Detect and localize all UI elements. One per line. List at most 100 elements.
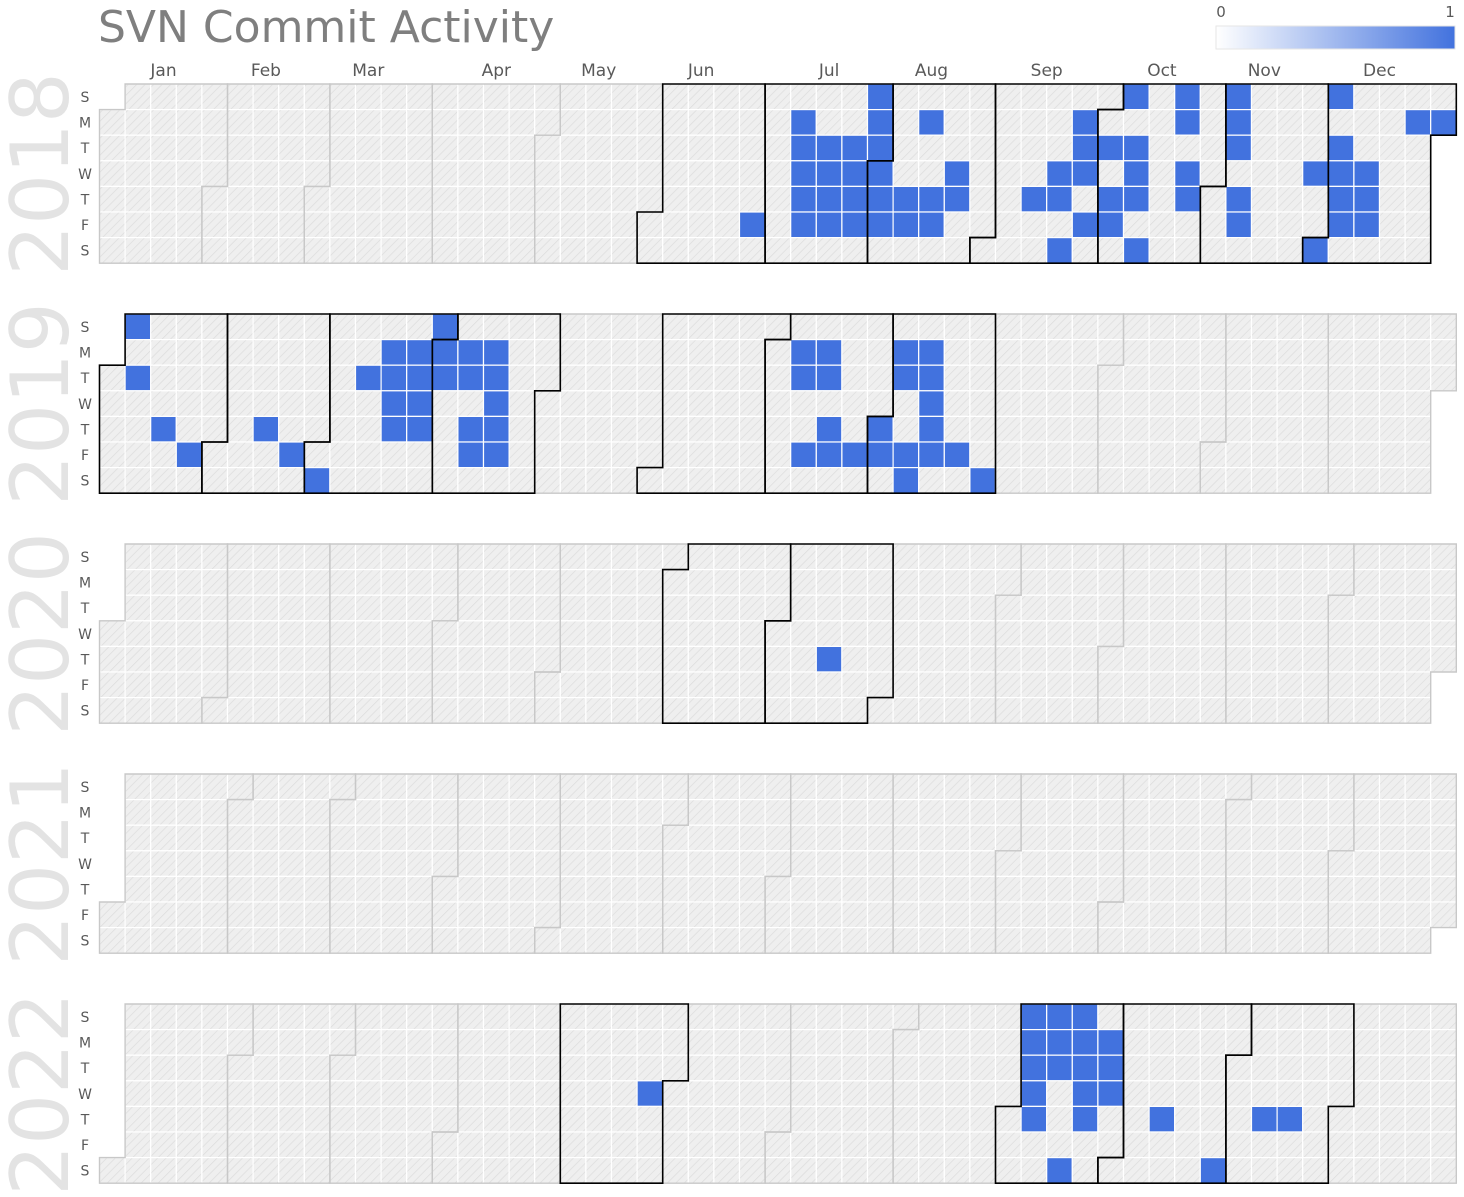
day-cell bbox=[1225, 671, 1253, 699]
day-cell bbox=[969, 1054, 997, 1082]
year-label: 2022 bbox=[0, 992, 87, 1196]
day-cell bbox=[431, 441, 459, 469]
day-cell bbox=[201, 543, 229, 571]
day-cell-active bbox=[175, 441, 203, 469]
day-cell bbox=[406, 1131, 433, 1159]
day-cell bbox=[1404, 645, 1432, 673]
day-cell bbox=[790, 901, 817, 929]
day-cell bbox=[764, 645, 792, 673]
day-cell-active bbox=[1071, 1003, 1099, 1031]
day-cell bbox=[303, 441, 331, 469]
day-cell bbox=[918, 1003, 945, 1031]
day-cell bbox=[1327, 237, 1355, 264]
day-cell bbox=[175, 594, 203, 622]
day-cell-active bbox=[918, 108, 945, 136]
day-cell bbox=[866, 1054, 894, 1082]
day-cell bbox=[918, 850, 945, 877]
day-cell bbox=[150, 671, 177, 699]
day-cell bbox=[1097, 620, 1125, 647]
day-cell bbox=[201, 390, 229, 417]
day-cell bbox=[892, 1028, 920, 1056]
day-cell bbox=[559, 237, 587, 264]
day-cell bbox=[1097, 1003, 1125, 1031]
day-cell bbox=[1225, 850, 1253, 877]
day-cell bbox=[482, 160, 510, 188]
day-cell bbox=[866, 620, 894, 647]
day-cell-active bbox=[1174, 108, 1201, 136]
day-cell bbox=[482, 901, 510, 929]
day-cell bbox=[918, 1054, 945, 1082]
day-cell bbox=[1148, 237, 1176, 264]
day-cell bbox=[150, 467, 177, 494]
day-cell bbox=[1174, 875, 1201, 903]
day-cell bbox=[482, 1105, 510, 1133]
day-cell bbox=[892, 390, 920, 417]
month-outline bbox=[764, 543, 894, 724]
day-cell bbox=[508, 1028, 536, 1056]
day-cell bbox=[559, 671, 587, 699]
day-cell bbox=[1020, 824, 1048, 852]
day-cell bbox=[534, 696, 561, 724]
day-cell bbox=[150, 1105, 177, 1133]
day-cell bbox=[252, 773, 280, 801]
day-cell-active bbox=[1046, 1028, 1073, 1056]
day-cell bbox=[764, 160, 792, 188]
day-cell bbox=[252, 1105, 280, 1133]
day-cell bbox=[1199, 1054, 1227, 1082]
day-cell-active bbox=[1020, 1054, 1048, 1082]
day-cell bbox=[482, 850, 510, 877]
day-cell bbox=[1020, 1156, 1048, 1184]
day-cell bbox=[201, 850, 229, 877]
day-cell bbox=[1148, 568, 1176, 596]
day-cell bbox=[1122, 696, 1150, 724]
day-cell bbox=[1302, 901, 1329, 929]
month-label: Aug bbox=[915, 61, 948, 81]
day-cell-active bbox=[1046, 1054, 1073, 1082]
month-outline bbox=[1327, 543, 1457, 724]
day-cell bbox=[431, 1105, 459, 1133]
day-cell bbox=[1097, 390, 1125, 417]
day-cell bbox=[687, 313, 715, 341]
day-label: F bbox=[81, 678, 89, 694]
day-cell-active bbox=[815, 645, 843, 673]
day-cell bbox=[201, 313, 229, 341]
day-cell bbox=[969, 441, 997, 469]
day-cell bbox=[1071, 926, 1099, 954]
day-cell bbox=[1327, 773, 1355, 801]
day-cell bbox=[150, 237, 177, 264]
day-cell bbox=[354, 568, 382, 596]
day-cell bbox=[892, 543, 920, 571]
day-cell bbox=[738, 108, 766, 136]
day-cell bbox=[1148, 1131, 1176, 1159]
day-cell bbox=[943, 671, 971, 699]
day-cell bbox=[559, 390, 587, 417]
day-cell bbox=[406, 237, 433, 264]
day-cell bbox=[354, 696, 382, 724]
day-cell bbox=[1046, 824, 1073, 852]
day-cell bbox=[1250, 671, 1278, 699]
day-cell bbox=[790, 850, 817, 877]
day-cell-active bbox=[1071, 1054, 1099, 1082]
day-cell bbox=[559, 1028, 587, 1056]
day-cell bbox=[329, 671, 357, 699]
day-cell bbox=[738, 645, 766, 673]
day-cell bbox=[994, 364, 1022, 392]
day-cell-active bbox=[1071, 160, 1099, 188]
day-cell bbox=[278, 875, 305, 903]
day-cell bbox=[150, 696, 177, 724]
day-cell bbox=[98, 185, 126, 213]
day-cell bbox=[1174, 926, 1201, 954]
day-cell bbox=[252, 594, 280, 622]
day-cell bbox=[1250, 237, 1278, 264]
day-cell-active bbox=[380, 364, 408, 392]
day-cell bbox=[841, 1003, 869, 1031]
day-cell bbox=[1148, 313, 1176, 341]
day-cell bbox=[1250, 645, 1278, 673]
day-cell bbox=[662, 441, 689, 469]
day-cell bbox=[354, 773, 382, 801]
day-cell bbox=[1302, 875, 1329, 903]
day-cell bbox=[559, 211, 587, 239]
day-cell bbox=[278, 543, 305, 571]
day-cell bbox=[1225, 364, 1253, 392]
day-cell bbox=[380, 108, 408, 136]
